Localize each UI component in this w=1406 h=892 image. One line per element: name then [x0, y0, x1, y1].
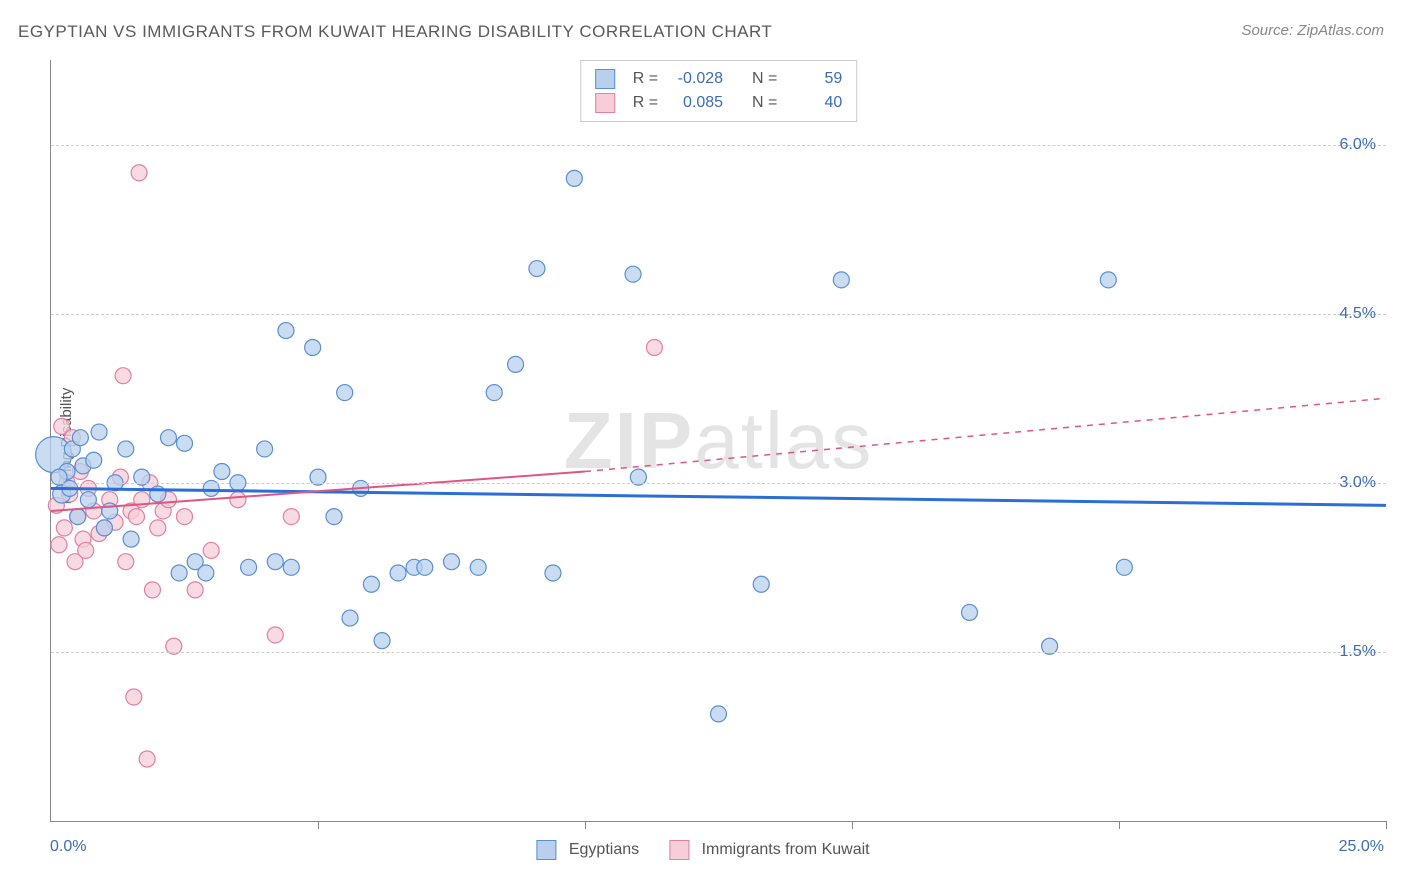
correlation-legend: R = -0.028 N = 59 R = 0.085 N = 40 — [580, 60, 858, 122]
x-tick — [852, 821, 853, 829]
chart-svg — [51, 60, 1386, 821]
legend-row-series-0: R = -0.028 N = 59 — [595, 67, 843, 91]
y-tick-label: 6.0% — [1340, 136, 1376, 154]
y-tick-label: 4.5% — [1340, 305, 1376, 323]
n-value-0: 59 — [787, 67, 842, 91]
legend-item-1: Immigrants from Kuwait — [669, 840, 870, 860]
y-tick-label: 1.5% — [1340, 643, 1376, 661]
y-tick-label: 3.0% — [1340, 474, 1376, 492]
legend-row-series-1: R = 0.085 N = 40 — [595, 91, 843, 115]
source-attribution: Source: ZipAtlas.com — [1241, 22, 1384, 39]
legend-item-0: Egyptians — [536, 840, 639, 860]
chart-title: EGYPTIAN VS IMMIGRANTS FROM KUWAIT HEARI… — [18, 22, 772, 42]
legend-swatch-1 — [595, 93, 615, 113]
n-value-1: 40 — [787, 91, 842, 115]
legend-label-0: Egyptians — [569, 841, 639, 858]
r-value-0: -0.028 — [668, 67, 723, 91]
r-label: R = — [633, 91, 658, 115]
x-tick — [318, 821, 319, 829]
r-label: R = — [633, 67, 658, 91]
r-value-1: 0.085 — [668, 91, 723, 115]
n-label: N = — [752, 67, 777, 91]
series-legend: Egyptians Immigrants from Kuwait — [536, 840, 869, 860]
x-tick — [1119, 821, 1120, 829]
x-axis-max: 25.0% — [1339, 838, 1384, 856]
n-label: N = — [752, 91, 777, 115]
legend-swatch-bottom-1 — [669, 840, 689, 860]
legend-swatch-0 — [595, 69, 615, 89]
legend-swatch-bottom-0 — [536, 840, 556, 860]
x-axis-min: 0.0% — [50, 838, 86, 856]
plot-area: ZIPatlas R = -0.028 N = 59 R = 0.085 N =… — [50, 60, 1386, 822]
legend-label-1: Immigrants from Kuwait — [702, 841, 870, 858]
x-tick — [585, 821, 586, 829]
x-tick — [1386, 821, 1387, 829]
